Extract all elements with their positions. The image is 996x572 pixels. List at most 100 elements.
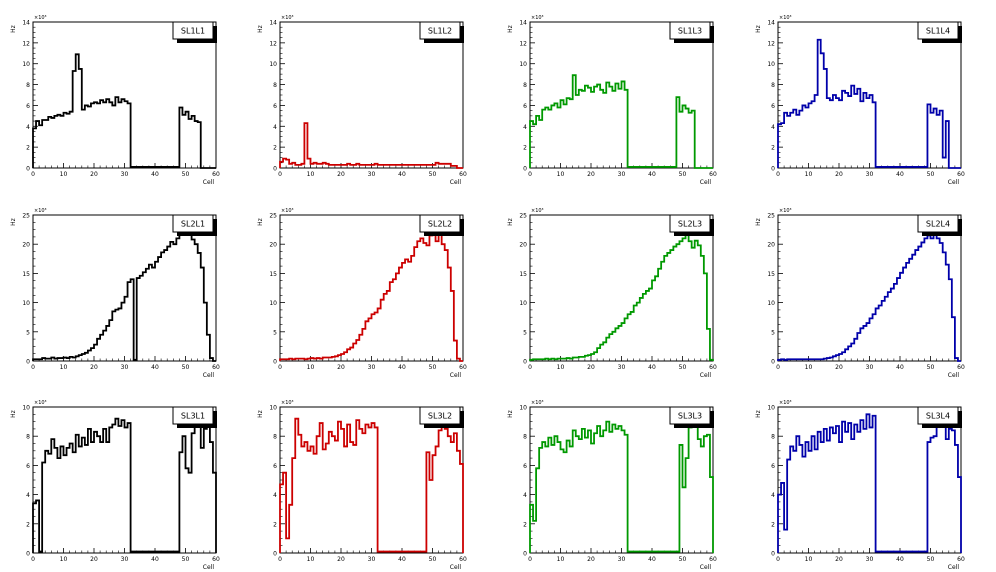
axis-exponent-label: ×10³ bbox=[779, 208, 792, 214]
y-tick-label: 6 bbox=[771, 103, 775, 110]
y-axis-label: Hz bbox=[10, 25, 17, 33]
x-tick-label: 60 bbox=[212, 556, 220, 563]
x-tick-label: 10 bbox=[805, 556, 813, 563]
y-tick-label: 0 bbox=[26, 551, 30, 558]
y-tick-label: 8 bbox=[273, 82, 277, 89]
x-tick-label: 40 bbox=[151, 364, 159, 371]
y-tick-label: 6 bbox=[771, 463, 775, 470]
y-tick-label: 6 bbox=[523, 463, 527, 470]
x-tick-label: 60 bbox=[459, 171, 467, 178]
y-tick-label: 5 bbox=[523, 329, 527, 336]
x-tick-label: 60 bbox=[212, 364, 220, 371]
histogram-title: SL1L2 bbox=[428, 27, 452, 36]
x-tick-label: 40 bbox=[648, 364, 656, 371]
title-box bbox=[669, 214, 711, 233]
y-tick-label: 0 bbox=[523, 551, 527, 558]
x-tick-label: 40 bbox=[398, 171, 406, 178]
y-axis-label: Hz bbox=[257, 218, 264, 226]
x-tick-label: 40 bbox=[151, 556, 159, 563]
y-tick-label: 4 bbox=[273, 492, 277, 499]
axis-exponent-label: ×10³ bbox=[34, 400, 47, 406]
x-tick-label: 60 bbox=[709, 364, 717, 371]
y-tick-label: 0 bbox=[771, 166, 775, 173]
y-tick-label: 12 bbox=[767, 40, 775, 47]
y-tick-label: 10 bbox=[767, 61, 775, 68]
x-tick-label: 20 bbox=[90, 171, 98, 178]
axis-exponent-label: ×10³ bbox=[531, 208, 544, 214]
y-tick-label: 10 bbox=[22, 61, 30, 68]
y-tick-label: 14 bbox=[269, 20, 277, 27]
y-axis-label: Hz bbox=[507, 25, 514, 33]
x-axis-label: Cell bbox=[450, 179, 462, 186]
x-tick-label: 30 bbox=[618, 364, 626, 371]
x-tick-label: 20 bbox=[835, 556, 843, 563]
x-tick-label: 20 bbox=[587, 556, 595, 563]
histogram-title: SL3L2 bbox=[428, 412, 452, 421]
y-tick-label: 10 bbox=[519, 300, 527, 307]
histogram-series-line bbox=[529, 232, 714, 361]
axis-exponent-label: ×10³ bbox=[34, 15, 47, 21]
x-axis-label: Cell bbox=[948, 564, 960, 571]
y-tick-label: 4 bbox=[523, 124, 527, 131]
histogram-title: SL3L3 bbox=[678, 412, 702, 421]
y-tick-label: 0 bbox=[26, 359, 30, 366]
x-axis-label: Cell bbox=[700, 372, 712, 379]
histogram-series-line bbox=[279, 231, 463, 362]
y-tick-label: 8 bbox=[26, 434, 30, 441]
y-tick-label: 25 bbox=[269, 213, 277, 220]
x-tick-label: 60 bbox=[957, 171, 965, 178]
y-tick-label: 20 bbox=[767, 242, 775, 249]
y-tick-label: 2 bbox=[771, 521, 775, 528]
x-axis-label: Cell bbox=[203, 372, 215, 379]
y-tick-label: 25 bbox=[767, 213, 775, 220]
plot-frame bbox=[32, 406, 217, 554]
x-tick-label: 30 bbox=[866, 171, 874, 178]
x-tick-label: 0 bbox=[31, 171, 35, 178]
title-box bbox=[419, 406, 461, 425]
x-tick-label: 20 bbox=[90, 556, 98, 563]
y-axis-label: Hz bbox=[507, 218, 514, 226]
y-tick-label: 4 bbox=[523, 492, 527, 499]
y-tick-label: 0 bbox=[523, 166, 527, 173]
x-tick-label: 30 bbox=[121, 171, 129, 178]
x-axis-label: Cell bbox=[203, 179, 215, 186]
y-tick-label: 10 bbox=[269, 300, 277, 307]
axis-exponent-label: ×10³ bbox=[531, 400, 544, 406]
y-tick-label: 8 bbox=[771, 434, 775, 441]
y-tick-label: 10 bbox=[22, 300, 30, 307]
y-tick-label: 25 bbox=[22, 213, 30, 220]
axis-exponent-label: ×10³ bbox=[34, 208, 47, 214]
title-box bbox=[419, 21, 461, 40]
axis-exponent-label: ×10³ bbox=[531, 15, 544, 21]
y-tick-label: 6 bbox=[273, 103, 277, 110]
y-tick-label: 12 bbox=[22, 40, 30, 47]
y-axis-label: Hz bbox=[257, 410, 264, 418]
x-tick-label: 50 bbox=[679, 364, 687, 371]
y-tick-label: 0 bbox=[771, 359, 775, 366]
title-box bbox=[917, 406, 959, 425]
histogram-series-line bbox=[777, 231, 961, 362]
x-tick-label: 0 bbox=[278, 364, 282, 371]
y-tick-label: 6 bbox=[26, 463, 30, 470]
y-tick-label: 6 bbox=[523, 103, 527, 110]
x-tick-label: 10 bbox=[805, 171, 813, 178]
y-tick-label: 10 bbox=[519, 405, 527, 412]
axis-exponent-label: ×10³ bbox=[281, 15, 294, 21]
x-tick-label: 10 bbox=[60, 556, 68, 563]
x-tick-label: 50 bbox=[429, 364, 437, 371]
y-tick-label: 10 bbox=[269, 61, 277, 68]
histogram-series-line bbox=[32, 53, 216, 169]
axis-exponent-label: ×10³ bbox=[779, 400, 792, 406]
y-tick-label: 12 bbox=[519, 40, 527, 47]
y-axis-label: Hz bbox=[755, 218, 762, 226]
title-box bbox=[172, 406, 214, 425]
y-tick-label: 15 bbox=[519, 271, 527, 278]
x-tick-label: 50 bbox=[429, 171, 437, 178]
histogram-title: SL2L2 bbox=[428, 220, 452, 229]
